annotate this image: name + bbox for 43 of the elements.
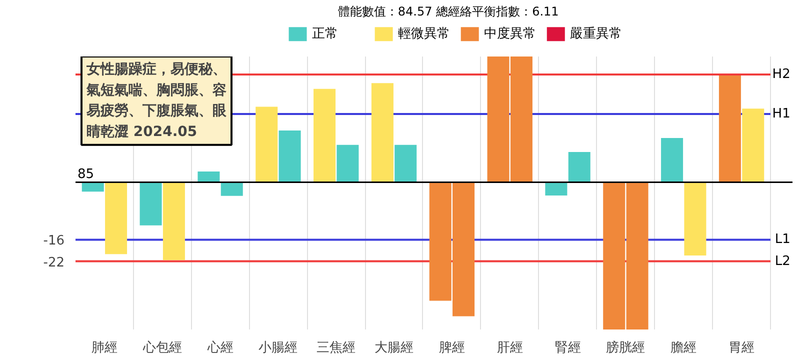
bar bbox=[742, 108, 764, 182]
bar bbox=[314, 88, 336, 182]
chart-subtitle: 體能數值：84.57 總經絡平衡指數：6.11 bbox=[338, 4, 559, 18]
bar bbox=[256, 106, 278, 182]
bar bbox=[684, 182, 706, 256]
x-tick-label: 肺經 bbox=[91, 340, 118, 356]
x-tick-label: 心經 bbox=[206, 340, 234, 356]
legend-label: 正常 bbox=[312, 26, 338, 42]
bar bbox=[336, 144, 359, 182]
legend-label: 輕微異常 bbox=[398, 26, 450, 42]
bar bbox=[661, 138, 684, 182]
legend-label: 中度異常 bbox=[484, 26, 536, 42]
bar bbox=[278, 130, 301, 182]
bar bbox=[394, 144, 417, 182]
x-tick-label: 心包經 bbox=[142, 340, 182, 356]
bar bbox=[568, 152, 590, 182]
bar bbox=[140, 182, 162, 226]
y-tick-label: -16 bbox=[43, 234, 64, 249]
ref-line-label: L1 bbox=[774, 232, 790, 248]
bar bbox=[718, 76, 741, 182]
x-tick-label: 大腸經 bbox=[374, 340, 414, 356]
x-tick-label: 肝經 bbox=[496, 340, 523, 356]
y-tick-label: -22 bbox=[43, 255, 64, 270]
x-tick-label: 胃經 bbox=[728, 340, 755, 356]
bar bbox=[105, 182, 128, 254]
bar bbox=[198, 171, 220, 182]
bar bbox=[220, 182, 243, 196]
ref-line-label: H1 bbox=[772, 106, 790, 122]
ref-line-label: H2 bbox=[772, 66, 790, 82]
bar bbox=[162, 182, 185, 260]
text: 女性腸躁症，易便秘、氣短氣喘、胸悶脹、容易疲勞、下腹脹氣、眼睛乾澀 2024.05 bbox=[86, 60, 228, 140]
annotation: 85 bbox=[78, 167, 94, 182]
ref-line-label: L2 bbox=[774, 254, 790, 269]
x-tick-label: 三焦經 bbox=[316, 340, 356, 356]
x-tick-label: 小腸經 bbox=[258, 340, 298, 356]
x-tick-label: 脾經 bbox=[438, 340, 465, 356]
x-tick-label: 膀胱經 bbox=[606, 340, 646, 356]
bar bbox=[371, 83, 394, 182]
bar bbox=[545, 182, 568, 196]
x-tick-label: 膽經 bbox=[670, 340, 697, 356]
bar bbox=[82, 182, 104, 192]
legend-label: 嚴重異常 bbox=[570, 26, 622, 42]
x-tick-label: 腎經 bbox=[554, 340, 581, 356]
